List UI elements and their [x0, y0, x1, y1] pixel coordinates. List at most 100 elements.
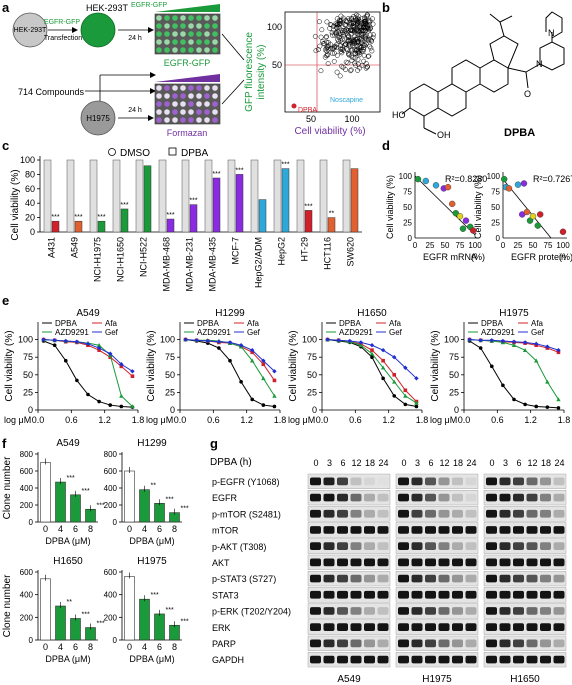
e-point	[347, 338, 352, 344]
d-point	[456, 213, 464, 220]
d-ylabel: Cell viability (%)	[473, 175, 483, 239]
f-significance: ***	[166, 607, 174, 614]
dpba-structure	[401, 11, 565, 135]
g-band	[513, 526, 524, 534]
screen-point	[358, 37, 364, 43]
transfection-arrowhead	[72, 27, 78, 33]
bar-dmso	[112, 159, 121, 233]
d-fit-line	[414, 175, 476, 236]
g-band	[350, 655, 362, 664]
bar-dpba	[189, 204, 198, 233]
g-time-label: 24	[466, 458, 476, 468]
g-band	[350, 639, 362, 648]
g-band	[486, 477, 497, 486]
e-legend-DPBA: DPBA	[339, 319, 361, 328]
screen-point	[334, 25, 340, 31]
bar-dmso	[296, 159, 305, 233]
screen-point	[360, 28, 366, 34]
well-top	[196, 47, 202, 53]
g-band	[310, 477, 321, 486]
e-point	[467, 337, 472, 342]
d-point	[501, 175, 508, 183]
e-ytick-label: 25	[165, 387, 175, 397]
well-top	[196, 39, 202, 45]
c-significance: ***	[189, 198, 197, 205]
screen-point	[366, 22, 372, 28]
screen-point	[357, 29, 362, 35]
well-bottom	[212, 101, 218, 107]
screen-point	[334, 24, 339, 30]
d-point	[526, 217, 534, 224]
f-bar	[139, 598, 150, 641]
g-row-label: mTOR	[212, 526, 239, 536]
d-r2: R²=0.7267	[533, 174, 572, 184]
f-xtick-label: 0	[127, 642, 132, 652]
screen-point	[348, 67, 354, 73]
screen-point	[341, 47, 347, 53]
e-point	[108, 355, 113, 359]
g-band	[398, 623, 409, 631]
e-point	[63, 358, 68, 363]
scatter-a-frame	[284, 11, 381, 113]
screen-point	[361, 46, 366, 52]
g-row-label: EGFR	[212, 493, 238, 503]
f-xtick-label: 0	[127, 524, 132, 534]
bar-dpba	[120, 208, 129, 233]
struct-ho: HO	[392, 110, 406, 120]
well-top	[212, 15, 218, 21]
e-xlabel: log μM	[146, 415, 173, 425]
screen-point	[346, 52, 352, 57]
c-category-label: MCF-7	[231, 237, 241, 265]
annot-dpba: DPBA	[298, 107, 317, 114]
g-band	[452, 493, 463, 502]
d-xtick-label: 100	[556, 241, 570, 250]
well-top	[180, 39, 186, 45]
g-band	[411, 542, 423, 550]
screen-point	[337, 18, 343, 24]
g-band	[425, 623, 436, 631]
e-point	[522, 347, 528, 352]
g-band	[411, 493, 423, 502]
g-band	[526, 574, 538, 583]
bar-dpba	[235, 174, 244, 233]
well-bottom	[196, 85, 202, 91]
g-band	[350, 607, 362, 615]
g-band	[377, 590, 389, 599]
d-point	[559, 228, 567, 236]
d-point	[462, 217, 470, 224]
g-row-label: p-ERK (T202/Y204)	[212, 607, 291, 617]
e-point	[52, 343, 57, 348]
g-band	[513, 542, 524, 550]
e-legend-Afa: Afa	[247, 319, 260, 328]
panel-label-d: d	[382, 138, 390, 153]
e-point	[489, 338, 494, 343]
g-band	[499, 607, 511, 615]
f-ytick-label: 200	[20, 613, 34, 622]
e-ytick-label: 75	[307, 352, 317, 362]
e-ytick-label: 25	[307, 387, 317, 397]
g-band	[364, 526, 375, 534]
g-time-label: 24	[378, 458, 388, 468]
bar-dmso	[89, 159, 98, 233]
e-point	[119, 404, 124, 409]
g-band	[438, 655, 450, 664]
panel-a: HEK-293T EGFR-GFP Transfection HEK-293T …	[12, 2, 381, 138]
g-band	[438, 623, 450, 631]
g-row-label: AKT	[212, 558, 230, 568]
screen-point	[357, 65, 363, 71]
e-point	[272, 393, 277, 398]
f-significance: **	[151, 483, 157, 490]
screen-point	[370, 34, 376, 40]
e-point	[403, 393, 408, 398]
c-ytick-label: 20	[25, 213, 35, 223]
e-chart-H1975: H1975 0 25 50 75 100 0.0 0.6 1.2 1.8 log μM Cell vi…	[430, 308, 570, 425]
d-xtick-label: 75	[544, 241, 553, 250]
f-ytick-label: 400	[104, 591, 118, 600]
d-xlabel: EGFR protein	[511, 252, 566, 262]
g-band	[398, 639, 409, 648]
e-curve-AZD9291	[185, 339, 275, 397]
g-band	[398, 558, 409, 567]
g-band	[337, 574, 348, 583]
